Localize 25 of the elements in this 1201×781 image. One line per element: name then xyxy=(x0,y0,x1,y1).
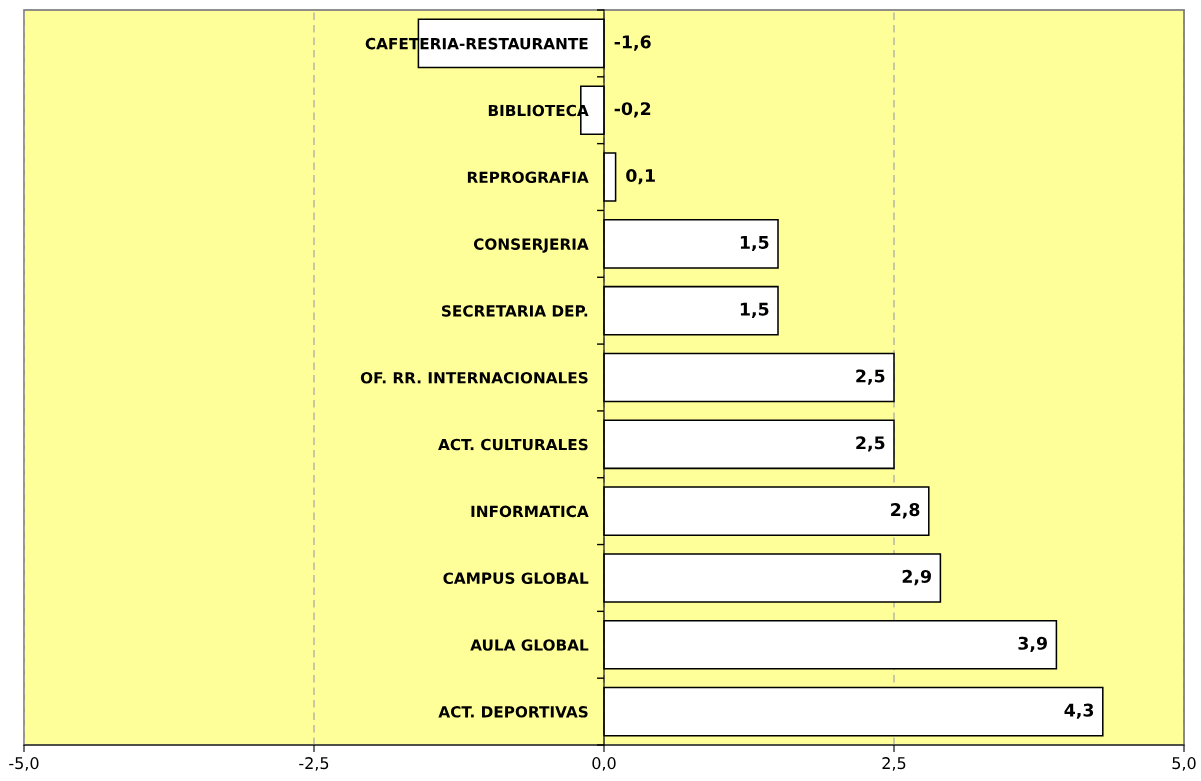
data-label: -1,6 xyxy=(614,35,651,51)
x-tick-label: 0,0 xyxy=(592,757,616,771)
x-tick-label: -2,5 xyxy=(299,757,329,771)
data-label: 2,8 xyxy=(891,503,920,519)
x-tick-label: 5,0 xyxy=(1172,757,1196,771)
data-label: 4,3 xyxy=(1064,703,1094,719)
y-tick-label: AULA GLOBAL xyxy=(470,639,589,651)
data-label: 0,1 xyxy=(626,168,655,185)
y-tick-label: CAMPUS GLOBAL xyxy=(443,572,589,584)
x-tick-label: 2,5 xyxy=(882,757,906,771)
data-label: 1,5 xyxy=(740,236,769,252)
y-tick-label: ACT. DEPORTIVAS xyxy=(438,706,588,718)
y-tick-label: OF. RR. INTERNACIONALES xyxy=(360,371,588,384)
y-tick-label: ACT. CULTURALES xyxy=(438,438,588,451)
data-label: 2,5 xyxy=(856,369,885,385)
data-label: -0,2 xyxy=(614,102,651,118)
y-tick-label: REPROGRAFIA xyxy=(467,171,589,184)
data-label: 2,9 xyxy=(902,569,931,586)
y-tick-label: SECRETARIA DEP. xyxy=(442,305,588,317)
data-label: 3,9 xyxy=(1018,636,1047,653)
x-tick-label: -5,0 xyxy=(9,757,39,771)
data-label: 1,5 xyxy=(740,302,769,318)
data-label: 2,5 xyxy=(856,436,885,452)
y-tick-label: INFORMATICA xyxy=(471,505,589,518)
y-tick-label: CONSERJERIA xyxy=(473,238,589,253)
